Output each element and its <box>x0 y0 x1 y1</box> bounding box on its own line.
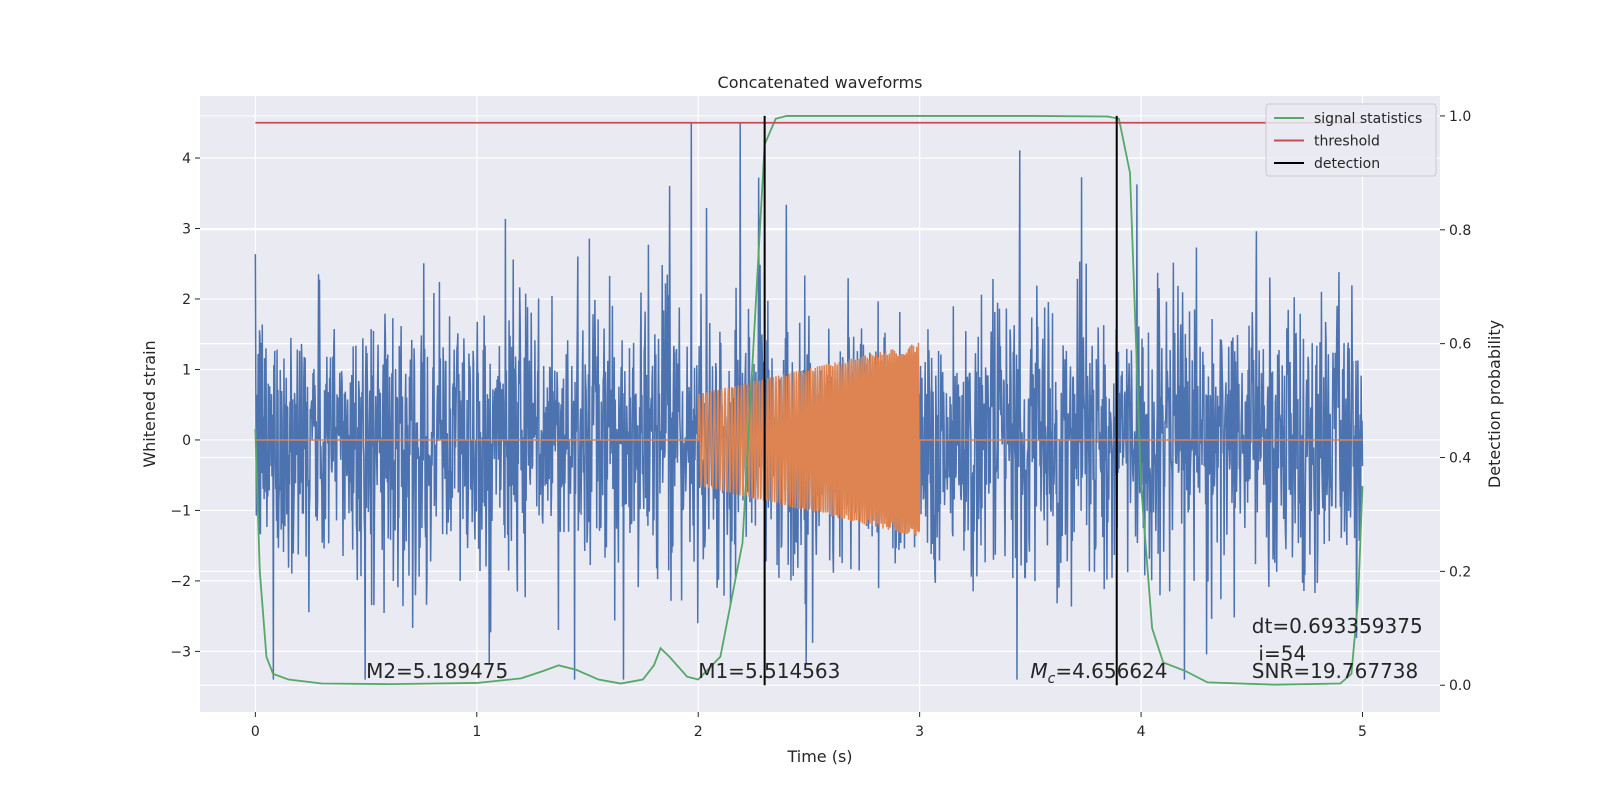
y-tick-label-0: −3 <box>170 644 191 660</box>
y-tick-label-1: −2 <box>170 574 191 590</box>
y-tick-label-4: 1 <box>182 362 191 378</box>
annotation-0: M2=5.189475 <box>366 659 508 683</box>
legend: signal statistics threshold detection <box>1265 103 1437 177</box>
y-tick-label-5: 2 <box>182 292 191 308</box>
y2-tick-label-3: 0.6 <box>1449 337 1471 353</box>
series-right <box>254 115 1364 686</box>
annotation-2: Mc=4.656624 <box>1030 659 1167 687</box>
annotation-5: SNR=19.767738 <box>1252 659 1418 683</box>
series-signal-statistics-line <box>254 115 1364 686</box>
legend-label-2: detection <box>1314 156 1380 172</box>
annotations: M2=5.189475 M1=5.514563 Mc=4.656624 dt=0.69… <box>366 614 1423 687</box>
y2-tick-label-4: 0.8 <box>1449 223 1471 239</box>
legend-label-0: signal statistics <box>1314 111 1422 127</box>
y-tick-label-3: 0 <box>182 433 191 449</box>
x-tick-label-5: 5 <box>1358 724 1367 740</box>
series-waveform-line <box>255 342 1363 537</box>
y-tick-label-6: 3 <box>182 222 191 238</box>
x-tick-label-2: 2 <box>694 724 703 740</box>
annotation-1: M1=5.514563 <box>698 659 840 683</box>
annotation-4: i=54 <box>1258 642 1306 666</box>
ticks: 0 1 2 3 4 5 −3 −2 −1 0 1 2 3 4 0.0 0.2 0.4 0.6 0.8 1.0 <box>170 109 1471 740</box>
y2-tick-label-0: 0.0 <box>1449 678 1471 694</box>
legend-box <box>1265 103 1437 177</box>
x-axis-label: Time (s) <box>786 747 852 766</box>
chart-title: Concatenated waveforms <box>718 73 923 92</box>
x-tick-label-1: 1 <box>472 724 481 740</box>
y-axis-label: Whitened strain <box>140 340 159 467</box>
y-tick-label-7: 4 <box>182 151 191 167</box>
annotation-3: dt=0.693359375 <box>1252 614 1423 638</box>
y2-axis-label: Detection probability <box>1485 320 1504 488</box>
y2-tick-label-5: 1.0 <box>1449 109 1471 125</box>
legend-label-1: threshold <box>1314 134 1380 150</box>
y2-tick-label-1: 0.2 <box>1449 564 1471 580</box>
x-tick-label-4: 4 <box>1137 724 1146 740</box>
series-left <box>254 122 1364 680</box>
y-tick-label-2: −1 <box>170 503 191 519</box>
y2-tick-label-2: 0.4 <box>1449 451 1471 467</box>
x-tick-label-3: 3 <box>915 724 924 740</box>
x-tick-label-0: 0 <box>251 724 260 740</box>
series-strain-line <box>254 122 1364 680</box>
